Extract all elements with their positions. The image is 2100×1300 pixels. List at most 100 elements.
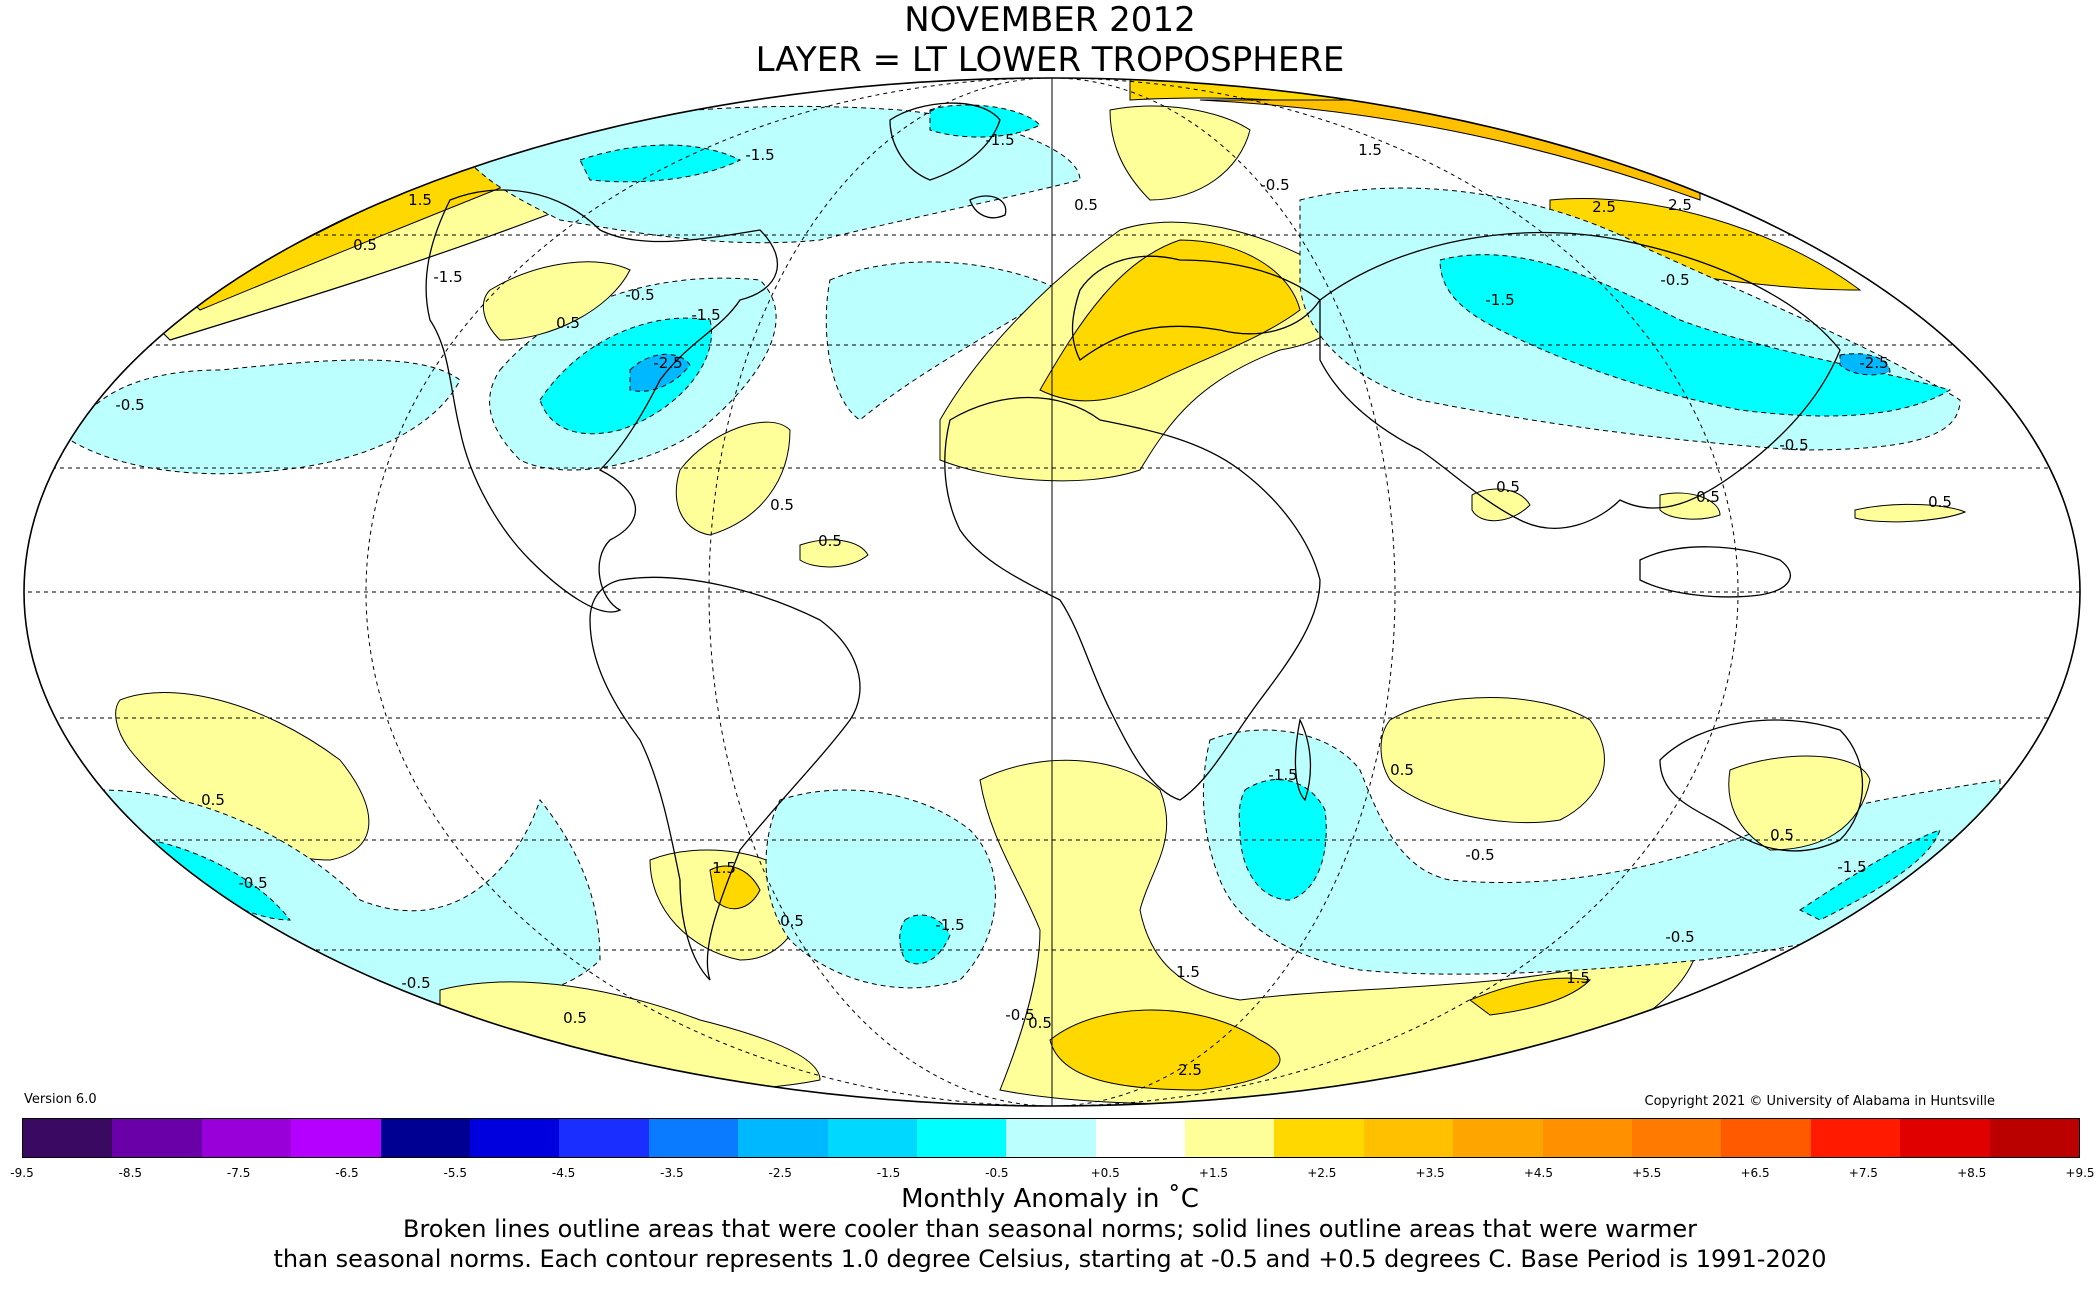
contour-label: -0.5	[1260, 176, 1289, 194]
contour-label: 1.5	[1566, 969, 1590, 987]
contour-label: -1.5	[1837, 858, 1866, 876]
contour-label: -0.5	[238, 874, 267, 892]
anomaly-region-cold	[539, 317, 712, 435]
anomaly-region-warm	[1854, 503, 1967, 523]
colorbar-segment	[1274, 1119, 1364, 1157]
colorbar-segment	[112, 1119, 202, 1157]
contour-label: 0.5	[1696, 488, 1720, 506]
anomaly-region-cold	[1238, 779, 1327, 901]
colorbar-tick-label: +5.5	[1632, 1166, 1662, 1180]
colorbar-segment	[1721, 1119, 1811, 1157]
anomaly-region-warm	[1728, 755, 1871, 851]
colorbar-tick-label: -4.5	[551, 1166, 576, 1180]
colorbar-tick-label: +6.5	[1740, 1166, 1770, 1180]
colorbar-tick-label: -1.5	[876, 1166, 901, 1180]
colorbar-segment	[1363, 1119, 1454, 1157]
contour-label: -0.5	[1665, 928, 1694, 946]
contour-label: 0.5	[1496, 478, 1520, 496]
colorbar-tick-label: +2.5	[1307, 1166, 1337, 1180]
anomaly-region-cold	[929, 104, 1041, 138]
contour-label: 0.5	[1074, 196, 1098, 214]
anomaly-region-cold	[579, 144, 742, 183]
colorbar-tick-label: +4.5	[1523, 1166, 1553, 1180]
anomaly-region-cold	[1839, 353, 1891, 376]
colorbar-tick-label: -3.5	[660, 1166, 684, 1180]
colorbar-segment	[1542, 1119, 1633, 1157]
contour-label: -1.5	[1268, 766, 1297, 784]
contour-label: -0.5	[1779, 436, 1808, 454]
colorbar-segment	[916, 1119, 1007, 1157]
contour-labels: 2.5 -1.5 1.5 0.5 -1.5 -0.5 0.5 -1.5 -2.5 -0.5 0.5 0…	[115, 121, 1952, 1079]
anomaly-region-cold	[149, 839, 292, 921]
contour-label: 0.5	[1028, 1014, 1052, 1032]
contour-label: 0.5	[1390, 761, 1414, 779]
colorbar-segment	[1006, 1119, 1096, 1157]
contour-label: -0.5	[1465, 846, 1494, 864]
contour-label: -2.5	[653, 354, 682, 372]
anomaly-region-warm	[115, 692, 370, 861]
title-line-2: LAYER = LT LOWER TROPOSPHERE	[755, 40, 1345, 80]
contour-label: -1.5	[745, 146, 774, 164]
contour-label: 0.5	[818, 532, 842, 550]
anomaly-region-warm	[482, 261, 631, 341]
contour-label: 0.5	[1928, 493, 1952, 511]
contour-label: 1.5	[1176, 963, 1200, 981]
colorbar-ticks: -9.5 -8.5 -7.5 -6.5 -5.5 -4.5 -3.5 -2.5 -1.5 -0.5…	[10, 1166, 2094, 1182]
version-label: Version 6.0	[24, 1092, 97, 1107]
contour-label: 0.5	[353, 236, 377, 254]
anomaly-region-warm	[675, 421, 791, 536]
colorbar-segment	[1095, 1119, 1186, 1157]
anomaly-region-warm	[1049, 1009, 1281, 1091]
contour-label: 0.5	[563, 1009, 587, 1027]
colorbar-tick-label: +8.5	[1957, 1166, 1987, 1180]
note-line-2: than seasonal norms. Each contour repres…	[273, 1245, 1827, 1273]
units-label: Monthly Anomaly in ˚C	[901, 1184, 1199, 1214]
colorbar-segment	[1185, 1119, 1275, 1157]
contour-label: 2.5	[1178, 1061, 1202, 1079]
colorbar-segment	[1632, 1119, 1722, 1157]
anomaly-region-cold	[69, 359, 461, 475]
colorbar-tick-label: +3.5	[1415, 1166, 1445, 1180]
colorbar-segment	[380, 1119, 470, 1157]
anomaly-region-warm	[799, 539, 869, 568]
colorbar-tick-label: -8.5	[118, 1166, 143, 1180]
colorbar-tick-label: -9.5	[10, 1166, 34, 1180]
coastlines	[425, 102, 1864, 981]
contour-label: -1.5	[433, 268, 462, 286]
colorbar-segment	[23, 1119, 113, 1157]
contour-label: -2.5	[1859, 354, 1888, 372]
contour-label: 1.5	[1358, 141, 1382, 159]
colorbar-segment	[827, 1119, 917, 1157]
colorbar-tick-label: -6.5	[335, 1166, 359, 1180]
anomaly-region-cold	[629, 353, 691, 392]
colorbar-tick-label: -2.5	[768, 1166, 792, 1180]
anomaly-region-cold	[459, 105, 1081, 244]
anomaly-region-warm	[1380, 697, 1605, 824]
contour-label: 0.5	[556, 314, 580, 332]
contour-label: 0.5	[201, 791, 225, 809]
contour-label: 1.5	[408, 191, 432, 209]
colorbar-segment	[1453, 1119, 1543, 1157]
colorbar-segment	[559, 1119, 649, 1157]
copyright-label: Copyright 2021 © University of Alabama i…	[1644, 1094, 1995, 1109]
anomaly-region-cold	[825, 261, 1061, 421]
anomaly-region-cold	[1439, 254, 1952, 417]
contour-label: 2.5	[1668, 196, 1692, 214]
colorbar-tick-label: +9.5	[2065, 1166, 2095, 1180]
contour-label: -0.5	[625, 286, 654, 304]
contour-label: 2.5	[1592, 198, 1616, 216]
contour-label: 0.5	[780, 912, 804, 930]
colorbar-tick-label: -7.5	[226, 1166, 251, 1180]
colorbar-tick-label: -0.5	[985, 1166, 1009, 1180]
anomaly-region-warm	[1039, 239, 1301, 402]
anomaly-region-cold	[1799, 829, 1941, 921]
contour-label: 0.5	[553, 1046, 577, 1064]
colorbar-segment	[1900, 1119, 1990, 1157]
contour-label: -0.5	[115, 396, 144, 414]
contour-label: -1.5	[691, 306, 720, 324]
map-outline	[23, 77, 2081, 1107]
colorbar-segment	[469, 1119, 560, 1157]
anomaly-region-warm	[1468, 977, 1592, 1016]
anomaly-region-warm	[1659, 492, 1721, 520]
anomaly-region-cold	[899, 914, 951, 965]
